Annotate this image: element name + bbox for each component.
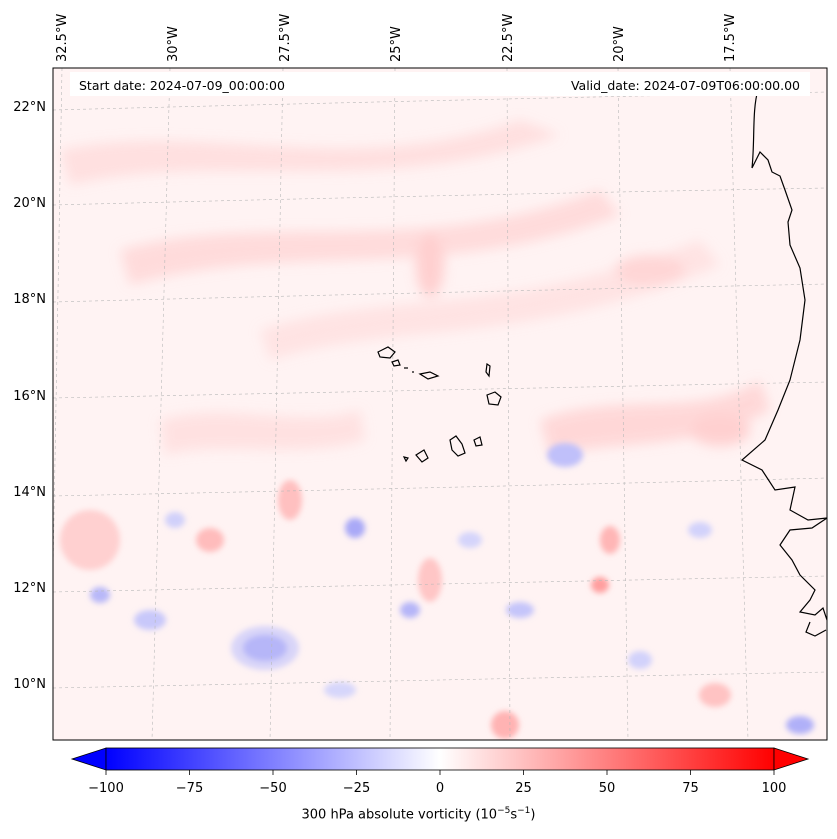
lon-label: 27.5°W xyxy=(278,14,293,62)
colorbar-tick: −100 xyxy=(88,781,124,796)
colorbar-tick: 25 xyxy=(515,781,532,796)
lon-label: 32.5°W xyxy=(55,14,70,62)
valid-date-label: Valid_date: 2024-07-09T06:00:00.00 xyxy=(571,78,800,93)
lon-label: 30°W xyxy=(166,26,181,62)
lat-label: 16°N xyxy=(13,389,46,404)
colorbar-tick: 100 xyxy=(762,781,787,796)
colorbar-tick: 50 xyxy=(599,781,616,796)
colorbar-tick: 0 xyxy=(436,781,444,796)
lon-label: 25°W xyxy=(389,26,404,62)
lat-label: 18°N xyxy=(13,292,46,307)
colorbar-tick: −50 xyxy=(259,781,286,796)
vorticity-field xyxy=(53,68,827,740)
colorbar-label: 300 hPa absolute vorticity (10−5s−1) xyxy=(301,806,536,823)
cape-verde-islands xyxy=(377,346,502,463)
lat-label: 22°N xyxy=(13,100,46,115)
lat-label: 12°N xyxy=(13,581,46,596)
latitude-labels: 22°N 20°N 18°N 16°N 14°N 12°N 10°N xyxy=(13,100,46,692)
lon-label: 20°W xyxy=(612,26,627,62)
lat-label: 20°N xyxy=(13,196,46,211)
colorbar-tick: 75 xyxy=(682,781,699,796)
lon-label: 17.5°W xyxy=(723,14,738,62)
lon-label: 22.5°W xyxy=(501,14,516,62)
start-date-label: Start date: 2024-07-09_00:00:00 xyxy=(79,78,285,93)
longitude-labels: 32.5°W 30°W 27.5°W 25°W 22.5°W 20°W 17.5… xyxy=(55,14,738,62)
colorbar: −100 −75 −50 −25 0 25 50 75 100 xyxy=(70,747,810,796)
lat-label: 10°N xyxy=(13,677,46,692)
colorbar-extend-max xyxy=(773,747,810,771)
colorbar-gradient xyxy=(105,747,775,771)
colorbar-tick: −75 xyxy=(176,781,203,796)
lat-label: 14°N xyxy=(13,485,46,500)
coastline xyxy=(740,89,827,637)
gridlines xyxy=(53,68,827,740)
colorbar-tick: −25 xyxy=(343,781,370,796)
header-box xyxy=(70,72,810,96)
colorbar-extend-min xyxy=(70,747,107,771)
map-frame xyxy=(52,67,828,741)
